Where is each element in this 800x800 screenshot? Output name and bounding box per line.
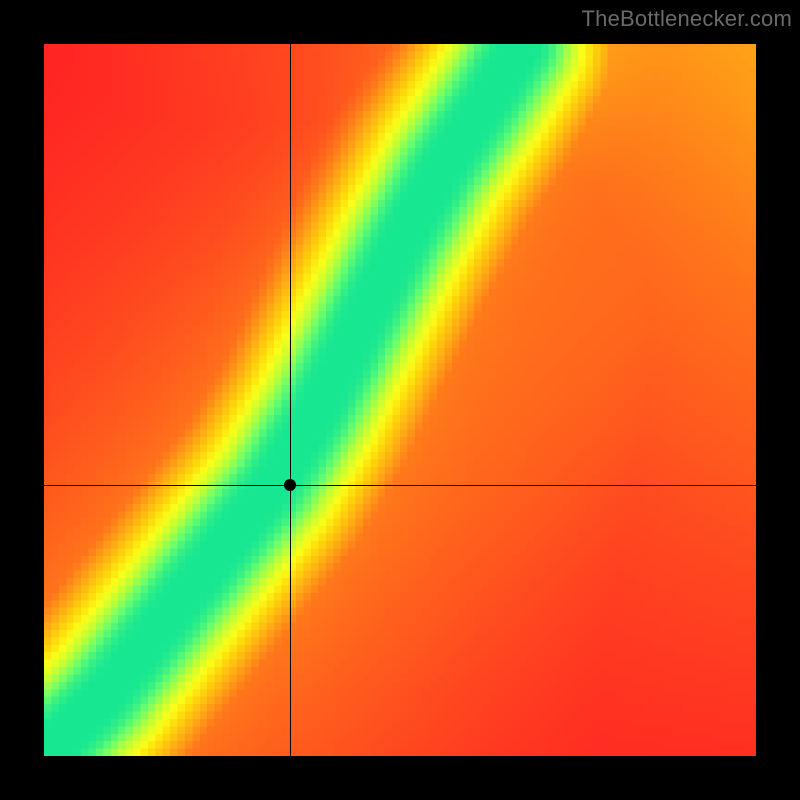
chart-container: TheBottlenecker.com <box>0 0 800 800</box>
data-point-marker <box>284 479 296 491</box>
crosshair-vertical <box>290 44 291 756</box>
plot-area <box>44 44 756 756</box>
crosshair-horizontal <box>44 485 756 486</box>
watermark-text: TheBottlenecker.com <box>582 6 792 32</box>
heatmap-canvas <box>44 44 756 756</box>
